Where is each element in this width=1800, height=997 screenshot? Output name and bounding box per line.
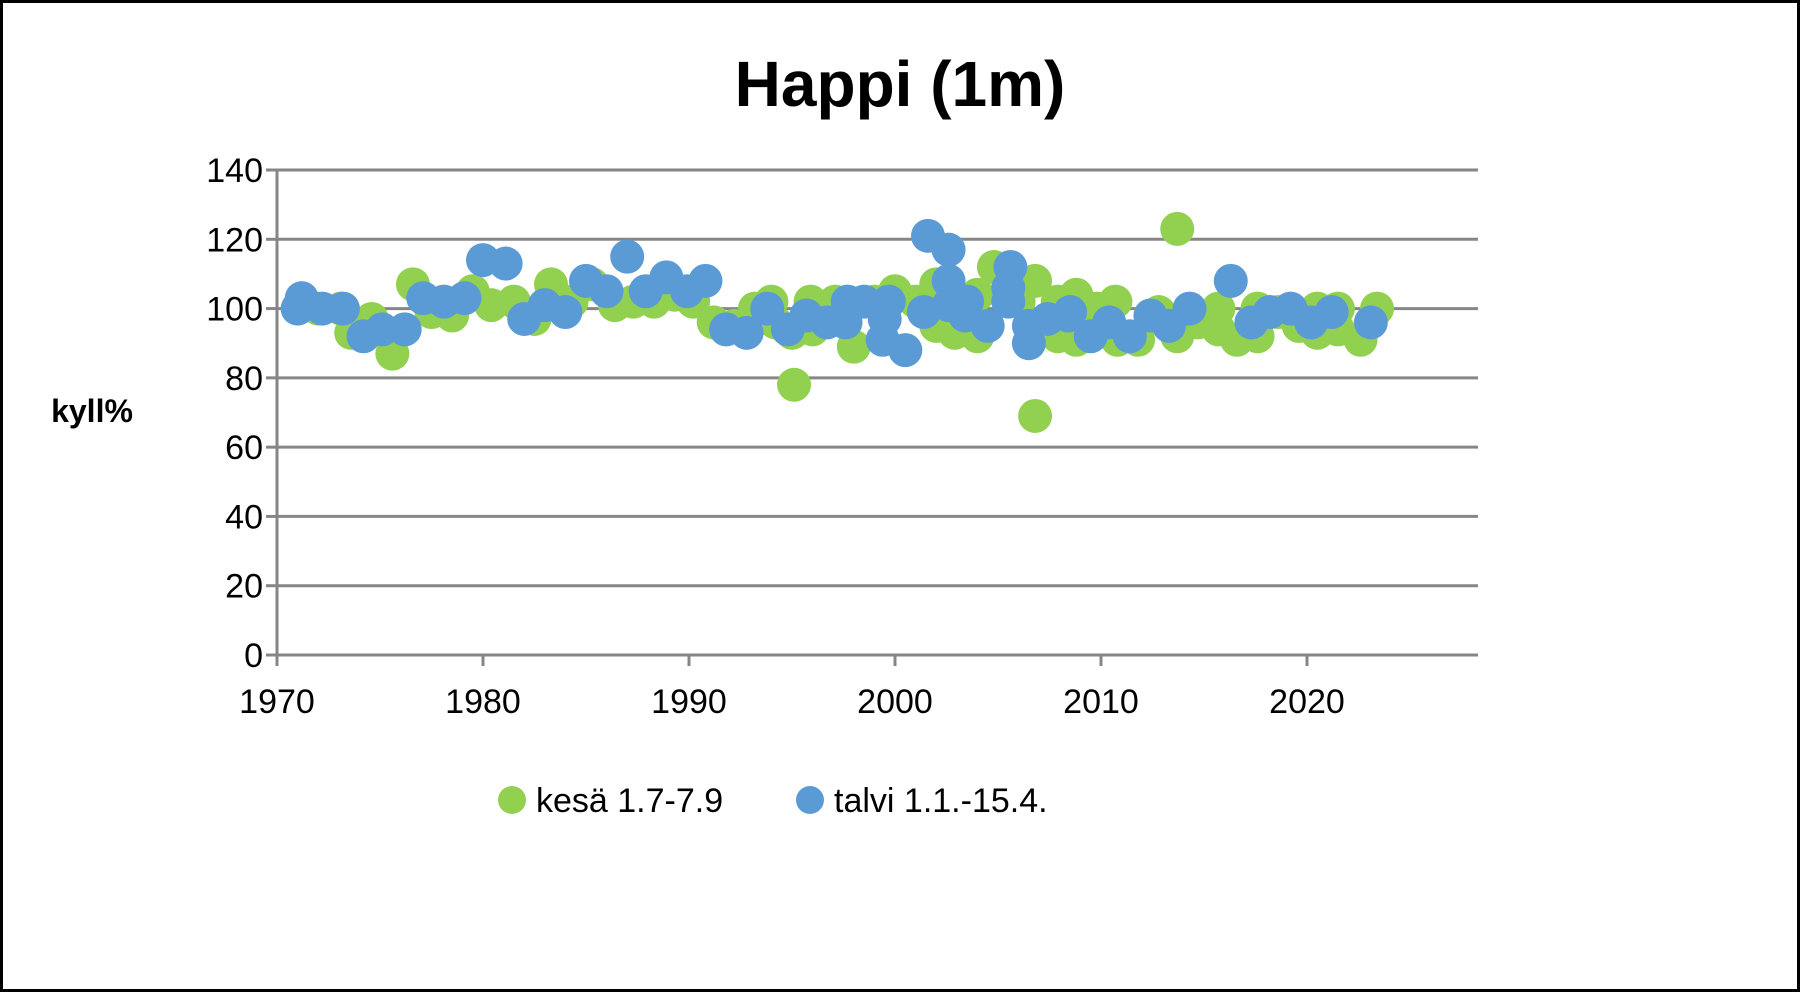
y-axis-label: kyll% (51, 393, 133, 429)
legend-marker-talvi (796, 786, 824, 814)
point-talvi (447, 281, 482, 316)
y-tick-label: 60 (225, 429, 263, 467)
x-tick-label: 1970 (239, 683, 315, 721)
point-talvi (1314, 295, 1349, 330)
y-tick-label: 40 (225, 498, 263, 536)
point-talvi (750, 291, 785, 326)
x-tick-label: 1980 (445, 683, 521, 721)
x-tick-label: 2000 (857, 683, 933, 721)
point-talvi (970, 308, 1005, 343)
y-tick-label: 100 (206, 291, 263, 329)
point-kesa (777, 367, 812, 402)
y-tick-label: 0 (244, 637, 263, 675)
point-talvi (610, 239, 645, 274)
legend: kesä 1.7-7.9 talvi 1.1.-15.4. (498, 782, 1048, 820)
point-talvi (931, 232, 966, 267)
y-tick-label: 120 (206, 221, 263, 259)
point-talvi (548, 295, 583, 330)
x-tick-label: 2010 (1063, 683, 1139, 721)
y-tick-label: 140 (206, 152, 263, 190)
data-points (280, 211, 1395, 433)
point-kesa (1018, 263, 1053, 298)
y-tick-label: 80 (225, 360, 263, 398)
point-talvi (1353, 305, 1388, 340)
point-talvi (387, 312, 422, 347)
tick-labels: 0 20 40 60 80 100 120 140 1970 1980 1990 2000 2010 20… (206, 152, 1345, 721)
point-talvi (888, 333, 923, 368)
x-tick-label: 1990 (651, 683, 727, 721)
point-kesa (1018, 398, 1053, 433)
point-kesa (1160, 211, 1195, 246)
point-talvi (991, 270, 1026, 305)
legend-label-talvi: talvi 1.1.-15.4. (834, 782, 1048, 820)
y-tick-label: 20 (225, 568, 263, 606)
point-talvi (871, 284, 906, 319)
point-talvi (729, 315, 764, 350)
axes (266, 168, 1478, 666)
point-talvi (589, 274, 624, 309)
point-talvi (488, 246, 523, 281)
point-talvi (1112, 319, 1147, 354)
legend-label-kesa: kesä 1.7-7.9 (536, 782, 723, 820)
legend-marker-kesa (498, 786, 526, 814)
point-talvi (688, 263, 723, 298)
point-talvi (325, 291, 360, 326)
x-tick-label: 2020 (1269, 683, 1345, 721)
point-talvi (1172, 291, 1207, 326)
chart-title: Happi (1m) (735, 48, 1066, 120)
point-talvi (950, 284, 985, 319)
point-talvi (1213, 263, 1248, 298)
point-talvi (1053, 295, 1088, 330)
